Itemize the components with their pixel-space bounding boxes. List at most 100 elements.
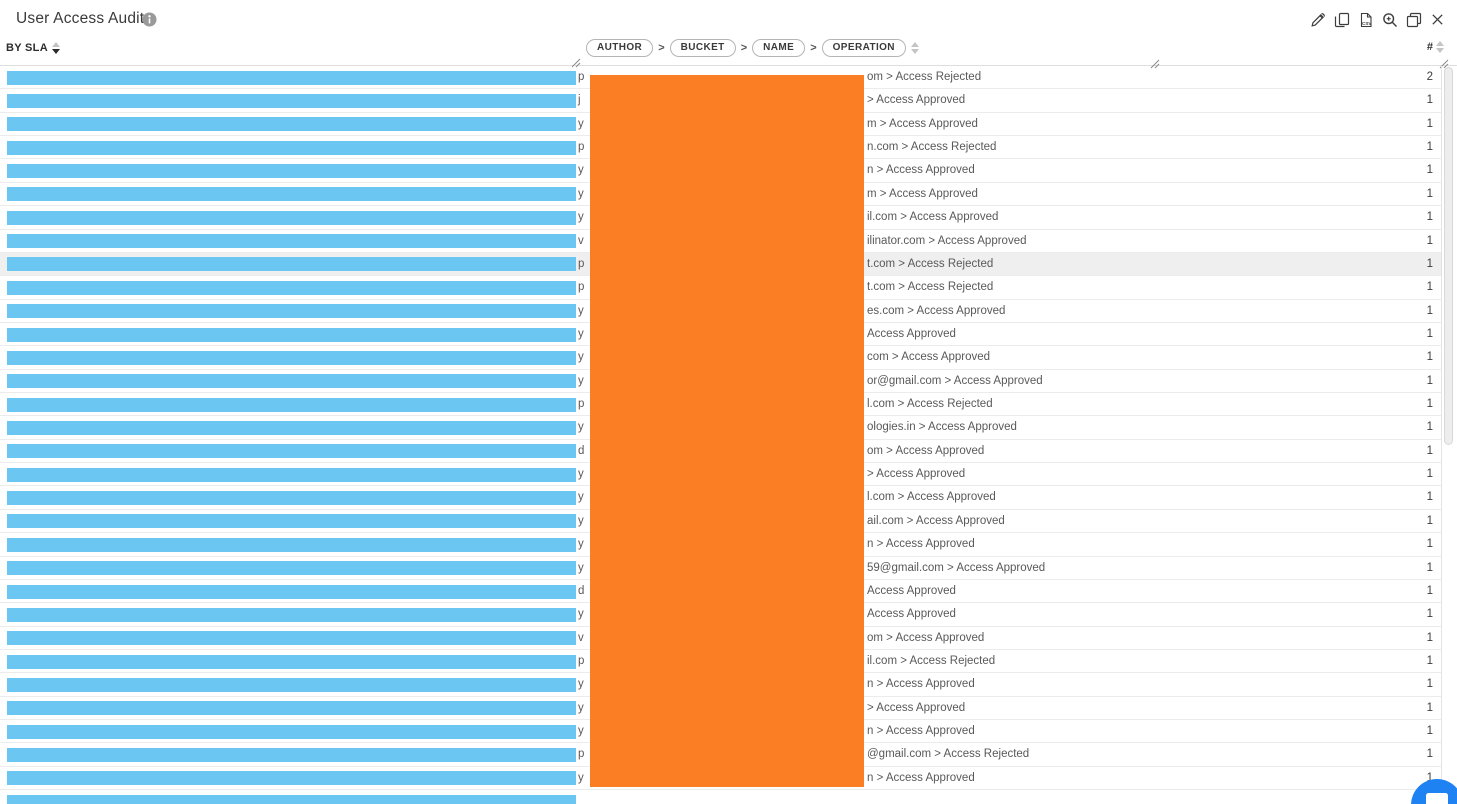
sla-bar [7, 467, 576, 482]
path-visible-text: 59@gmail.com > Access Approved [867, 561, 1046, 574]
table-row[interactable]: v ilinator.com > Access Approved 1 [0, 230, 1441, 253]
path-visible-text: es.com > Access Approved [867, 304, 1006, 317]
row-count: 1 [1426, 374, 1433, 387]
row-count: 1 [1426, 468, 1433, 481]
path-prefix-fragment: y [578, 538, 584, 551]
table-row[interactable]: y n > Access Approved 1 [0, 767, 1441, 791]
row-count: 1 [1426, 771, 1433, 784]
widget-toolbar: CSV [1309, 11, 1446, 28]
magnifier-plus-icon[interactable] [1381, 11, 1398, 28]
csv-file-icon[interactable]: CSV [1357, 11, 1374, 28]
sla-bar [7, 304, 576, 319]
row-count: 1 [1426, 678, 1433, 691]
sla-bar [7, 748, 576, 763]
sla-bar [7, 654, 576, 669]
path-visible-text: il.com > Access Rejected [867, 654, 996, 667]
sla-bar [7, 491, 576, 506]
path-visible-text: n > Access Approved [867, 164, 975, 177]
path-visible-text: com > Access Approved [867, 351, 991, 364]
sla-column-label: BY SLA [6, 42, 48, 54]
svg-text:CSV: CSV [1362, 21, 1372, 26]
column-resize-grip[interactable] [1439, 56, 1449, 69]
path-visible-text: ail.com > Access Approved [867, 514, 1005, 527]
path-visible-text: n.com > Access Rejected [867, 141, 997, 154]
row-count: 1 [1426, 444, 1433, 457]
sla-bar [7, 397, 576, 412]
row-count: 2 [1426, 71, 1433, 83]
sla-bar [7, 514, 576, 529]
path-visible-text: t.com > Access Rejected [867, 257, 994, 270]
column-resize-grip[interactable] [1150, 56, 1160, 69]
path-prefix-fragment: y [578, 561, 584, 574]
sla-bar [7, 607, 576, 622]
copy-icon[interactable] [1333, 11, 1350, 28]
path-visible-text: l.com > Access Rejected [867, 398, 993, 411]
path-visible-text: or@gmail.com > Access Approved [867, 374, 1043, 387]
redaction-overlay [590, 75, 864, 787]
path-visible-text: t.com > Access Rejected [867, 281, 994, 294]
path-visible-text: Access Approved [867, 584, 956, 597]
row-count: 1 [1426, 164, 1433, 177]
path-visible-text: om > Access Approved [867, 631, 985, 644]
path-prefix-fragment: p [578, 71, 585, 83]
sla-bar [7, 280, 576, 295]
window-restore-icon[interactable] [1405, 11, 1422, 28]
sla-bar [7, 350, 576, 365]
sla-sort-icon[interactable] [51, 42, 60, 54]
info-icon[interactable] [142, 12, 157, 27]
path-visible-text: n > Access Approved [867, 538, 975, 551]
path-visible-text: l.com > Access Approved [867, 491, 996, 504]
path-visible-text: om > Access Rejected [867, 71, 982, 83]
path-prefix-fragment: y [578, 351, 584, 364]
sla-bar [7, 584, 576, 599]
count-column-label: # [1426, 41, 1433, 53]
sla-bar [7, 140, 576, 155]
chat-bubble-icon [1424, 790, 1450, 804]
path-segment-pill[interactable]: BUCKET [669, 39, 736, 57]
sla-bar [7, 561, 576, 576]
count-sort-icon[interactable] [1436, 41, 1444, 53]
row-count: 1 [1426, 187, 1433, 200]
row-count: 1 [1426, 211, 1433, 224]
vertical-scrollbar[interactable] [1444, 66, 1453, 804]
pencil-icon[interactable] [1309, 11, 1326, 28]
count-column-header[interactable]: # [1427, 41, 1444, 53]
header-divider [0, 65, 1457, 66]
sla-column-header[interactable]: BY SLA [6, 42, 60, 54]
row-count: 1 [1426, 257, 1433, 270]
sla-bar [7, 70, 576, 85]
row-count: 1 [1426, 654, 1433, 667]
path-segment-pill[interactable]: AUTHOR [586, 39, 654, 57]
sla-bar [7, 701, 576, 716]
table-row[interactable] [0, 790, 1441, 804]
row-count: 1 [1426, 94, 1433, 107]
column-resize-grip[interactable] [571, 55, 581, 68]
row-count: 1 [1426, 701, 1433, 714]
path-prefix-fragment: p [578, 141, 585, 154]
row-count: 1 [1426, 281, 1433, 294]
path-column-header: AUTHOR > BUCKET > NAME > OPERATION [586, 39, 906, 57]
row-count: 1 [1426, 421, 1433, 434]
path-segment-pill[interactable]: OPERATION [821, 39, 906, 57]
path-prefix-fragment: y [578, 327, 584, 340]
path-segment-pill[interactable]: NAME [752, 39, 806, 57]
path-prefix-fragment: v [578, 234, 584, 247]
sla-bar [7, 93, 576, 108]
path-prefix-fragment: p [578, 654, 585, 667]
sla-bar [7, 210, 576, 225]
path-prefix-fragment: y [578, 468, 584, 481]
sla-bar [7, 631, 576, 646]
sla-bar [7, 444, 576, 459]
close-icon[interactable] [1429, 11, 1446, 28]
scrollbar-thumb[interactable] [1444, 67, 1453, 445]
sla-bar [7, 537, 576, 552]
path-visible-text: > Access Approved [867, 701, 966, 714]
path-prefix-fragment: p [578, 748, 585, 761]
path-separator: > [740, 42, 748, 54]
path-sort-icon[interactable] [910, 42, 919, 54]
row-count: 1 [1426, 351, 1433, 364]
row-count: 1 [1426, 327, 1433, 340]
path-visible-text: m > Access Approved [867, 187, 978, 200]
path-visible-text: Access Approved [867, 327, 956, 340]
sla-bar [7, 164, 576, 179]
